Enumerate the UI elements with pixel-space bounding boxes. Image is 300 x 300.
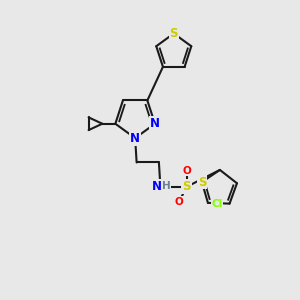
Text: N: N [150, 117, 160, 130]
Text: S: S [169, 27, 178, 40]
Text: O: O [175, 197, 184, 207]
Text: N: N [152, 180, 162, 194]
Text: S: S [198, 176, 206, 188]
Text: H: H [162, 181, 171, 191]
Text: Cl: Cl [212, 199, 223, 209]
Text: O: O [182, 166, 191, 176]
Text: S: S [182, 180, 191, 194]
Text: N: N [130, 132, 140, 145]
